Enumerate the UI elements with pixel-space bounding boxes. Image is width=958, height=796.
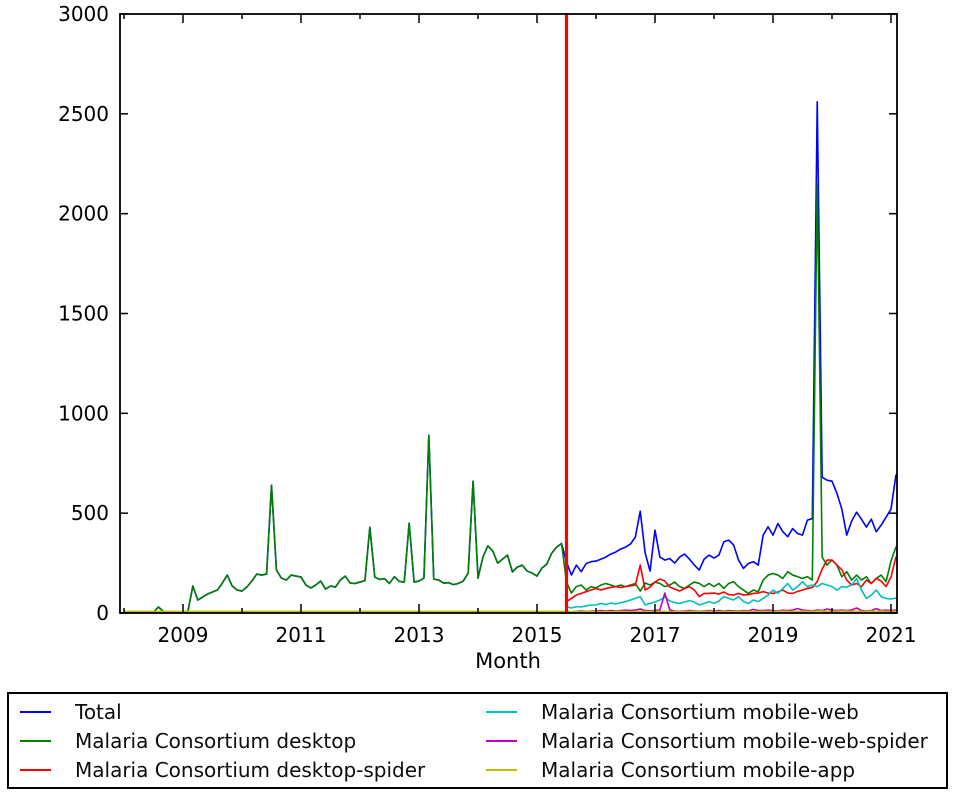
y-tick-label: 2500 (58, 102, 109, 126)
legend-item: Malaria Consortium mobile-web-spider (486, 726, 946, 755)
x-axis: 2009 2011 2013 2015 2017 2019 2021 (123, 14, 917, 647)
legend-line-swatch (20, 710, 51, 713)
y-axis: 0 500 1000 1500 2000 2500 3000 (58, 2, 897, 625)
legend-item: Malaria Consortium mobile-web (486, 697, 946, 726)
y-tick-label: 0 (96, 601, 109, 625)
legend-label: Malaria Consortium desktop (75, 728, 357, 753)
y-tick-label: 1500 (58, 302, 109, 326)
y-tick-label: 3000 (58, 2, 109, 26)
legend: Total Malaria Consortium desktop Malaria C… (7, 692, 948, 789)
legend-line-swatch (486, 768, 517, 771)
legend-label: Malaria Consortium desktop-spider (75, 757, 426, 782)
legend-item: Total (9, 697, 486, 726)
legend-label: Malaria Consortium mobile-web (541, 699, 859, 724)
series-line-malaria-consortium-mobile-web (565, 577, 897, 609)
legend-label: Total (75, 699, 122, 724)
legend-label: Malaria Consortium mobile-web-spider (541, 728, 928, 753)
series-line-total (123, 101, 897, 614)
legend-item: Malaria Consortium desktop-spider (9, 755, 486, 784)
legend-line-swatch (20, 768, 51, 771)
x-tick-label: 2013 (394, 623, 445, 647)
legend-line-swatch (486, 710, 517, 713)
legend-item: Malaria Consortium desktop (9, 726, 486, 755)
series-lines (123, 101, 897, 614)
series-line-malaria-consortium-desktop (123, 182, 897, 614)
legend-item: Malaria Consortium mobile-app (486, 755, 946, 784)
legend-column-left: Total Malaria Consortium desktop Malaria C… (9, 694, 486, 787)
series-line-malaria-consortium-desktop-spider (565, 556, 897, 603)
legend-column-right: Malaria Consortium mobile-web Malaria Con… (486, 694, 946, 787)
x-tick-label: 2015 (512, 623, 563, 647)
x-axis-title: Month (475, 649, 541, 673)
y-tick-label: 2000 (58, 202, 109, 226)
legend-line-swatch (486, 739, 517, 742)
legend-line-swatch (20, 739, 51, 742)
y-tick-label: 1000 (58, 401, 109, 425)
x-tick-label: 2019 (748, 623, 799, 647)
plot-frame (119, 13, 898, 614)
legend-label: Malaria Consortium mobile-app (541, 757, 856, 782)
x-tick-label: 2021 (866, 623, 917, 647)
x-tick-label: 2017 (630, 623, 681, 647)
x-tick-label: 2009 (158, 623, 209, 647)
series-line-malaria-consortium-mobile-app (123, 610, 897, 613)
series-line-malaria-consortium-mobile-web-spider (565, 592, 897, 613)
x-tick-label: 2011 (276, 623, 327, 647)
y-tick-label: 500 (71, 501, 109, 525)
